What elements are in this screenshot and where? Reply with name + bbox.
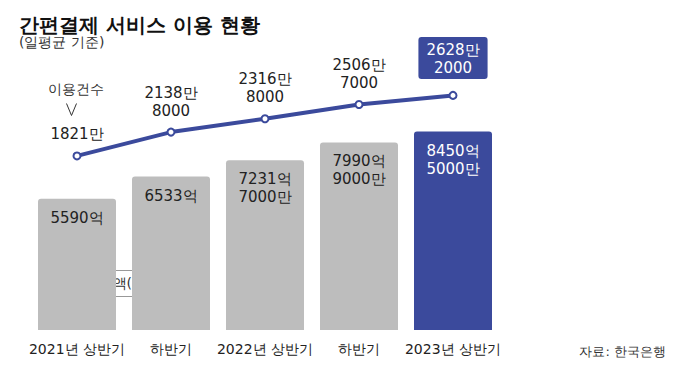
- svg-text:2316만: 2316만: [238, 70, 291, 88]
- svg-text:2138만: 2138만: [144, 84, 197, 102]
- svg-text:8000: 8000: [152, 102, 190, 120]
- svg-text:이용건수: 이용건수: [48, 81, 104, 97]
- svg-text:7231억: 7231억: [238, 170, 291, 188]
- svg-text:5590억: 5590억: [50, 209, 103, 227]
- svg-text:1821만: 1821만: [50, 125, 103, 143]
- svg-text:8000: 8000: [246, 88, 284, 106]
- svg-text:2023년 상반기: 2023년 상반기: [405, 341, 501, 357]
- svg-text:7000: 7000: [340, 74, 378, 92]
- svg-text:2000: 2000: [434, 59, 472, 77]
- svg-text:6533억: 6533억: [144, 187, 197, 205]
- svg-text:7990억: 7990억: [332, 152, 385, 170]
- svg-text:2628만: 2628만: [426, 41, 479, 59]
- svg-text:9000만: 9000만: [332, 170, 385, 188]
- svg-text:자료: 한국은행: 자료: 한국은행: [579, 344, 666, 359]
- svg-text:하반기: 하반기: [338, 341, 380, 357]
- svg-text:5000만: 5000만: [426, 160, 479, 178]
- svg-text:간편결제 서비스 이용 현황: 간편결제 서비스 이용 현황: [19, 13, 260, 37]
- svg-text:2021년 상반기: 2021년 상반기: [29, 341, 125, 357]
- svg-text:2506만: 2506만: [332, 56, 385, 74]
- svg-text:하반기: 하반기: [150, 341, 192, 357]
- svg-text:(일평균 기준): (일평균 기준): [19, 34, 104, 50]
- svg-text:8450억: 8450억: [426, 142, 479, 160]
- svg-text:2022년 상반기: 2022년 상반기: [217, 341, 313, 357]
- svg-text:7000만: 7000만: [238, 188, 291, 206]
